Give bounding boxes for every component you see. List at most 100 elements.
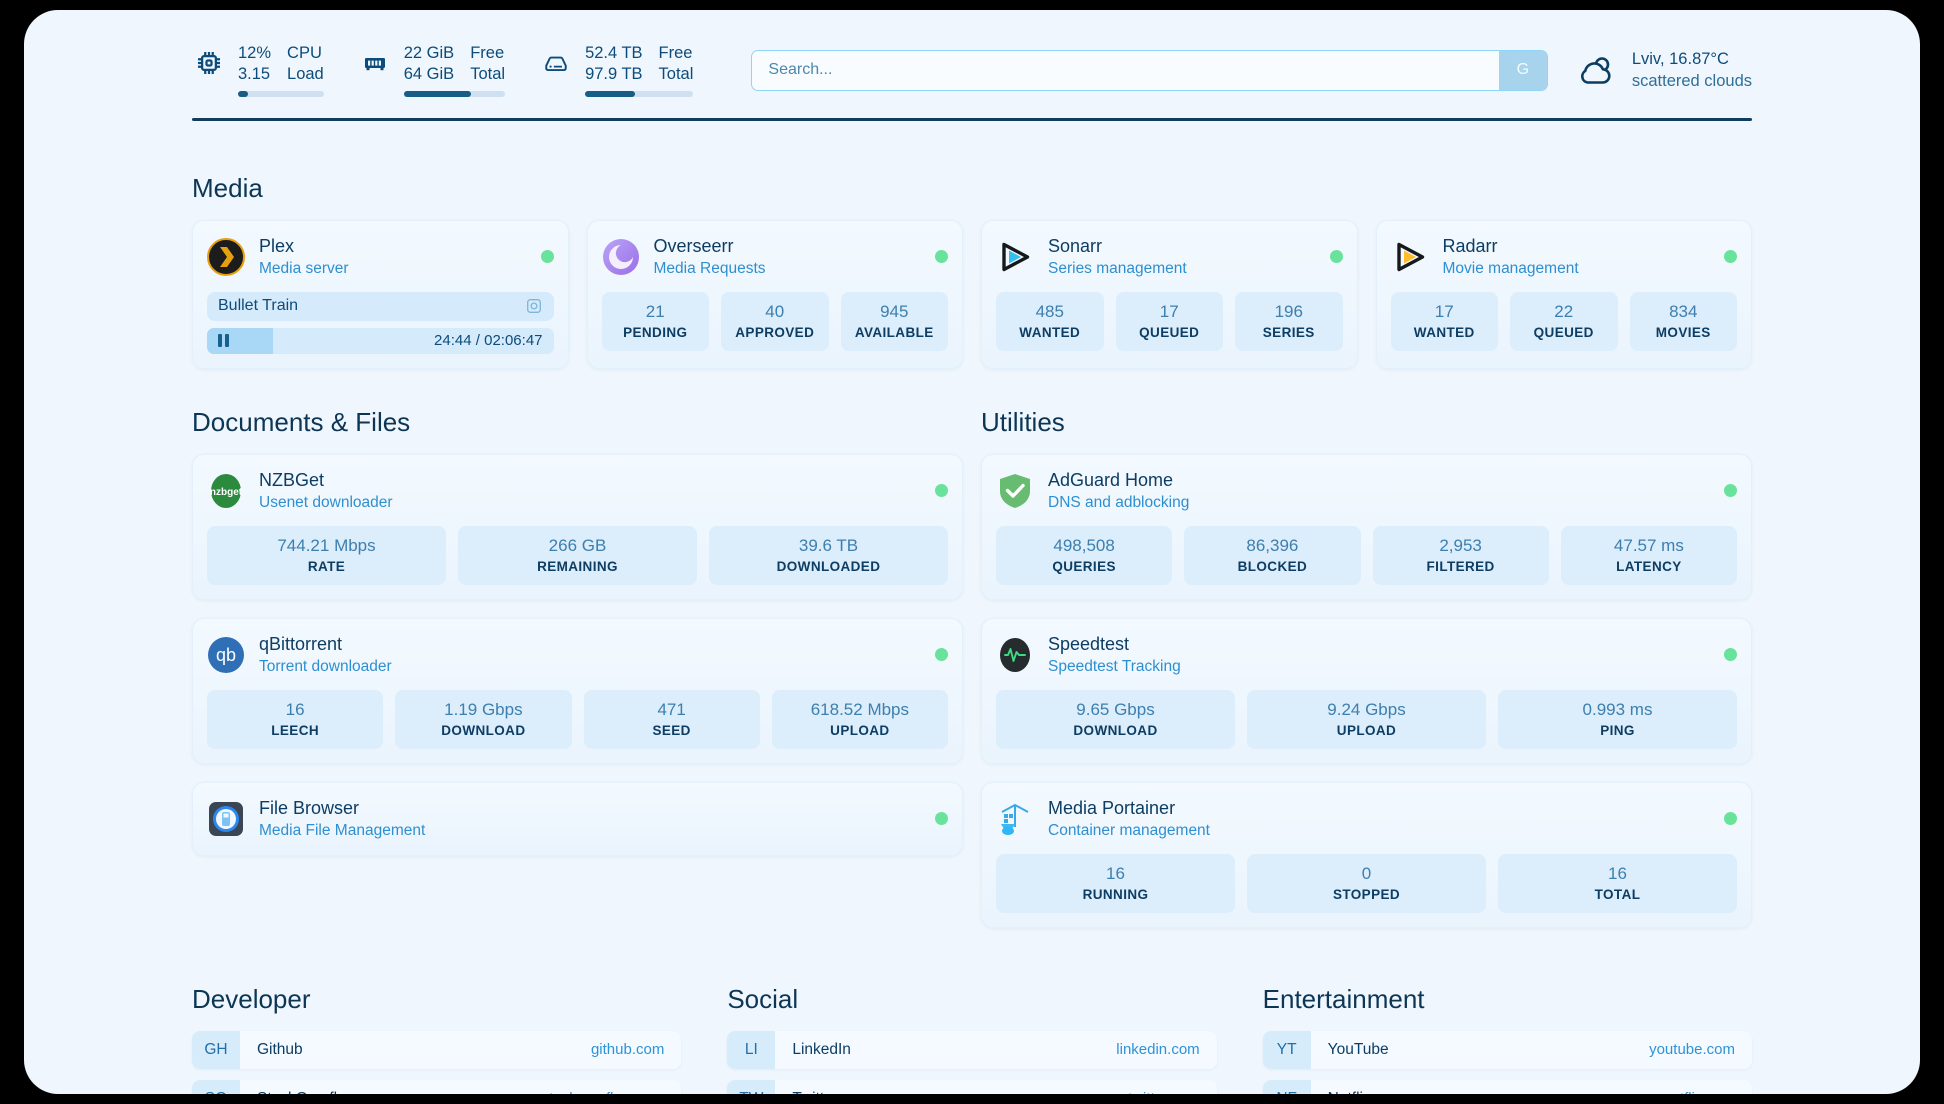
stat-box[interactable]: 0.993 ms PING bbox=[1498, 689, 1737, 749]
stat-box[interactable]: 485 WANTED bbox=[996, 291, 1104, 351]
stats-row: 21 PENDING 40 APPROVED 945 AVAILABLE bbox=[601, 291, 948, 351]
memory-value-primary: 22 GiB bbox=[403, 44, 455, 62]
bookmark-item[interactable]: NF Netflix netflix.com bbox=[1262, 1079, 1752, 1094]
bookmark-group-title: Social bbox=[727, 983, 799, 1014]
svg-text:qb: qb bbox=[216, 645, 236, 665]
stat-label: DOWNLOAD bbox=[441, 722, 526, 738]
bookmark-name: StackOverflow bbox=[240, 1080, 542, 1095]
search-input[interactable] bbox=[752, 50, 1499, 90]
bookmark-badge: NF bbox=[1262, 1079, 1311, 1094]
disk-value-secondary: 97.9 TB bbox=[585, 65, 643, 83]
bookmark-group-developer: Developer GH Github github.com SO StackO… bbox=[192, 983, 682, 1095]
stat-label: UPLOAD bbox=[830, 722, 890, 738]
bookmark-item[interactable]: YT YouTube youtube.com bbox=[1262, 1030, 1752, 1069]
stat-box[interactable]: 471 SEED bbox=[583, 689, 760, 749]
stat-value: 945 bbox=[880, 301, 909, 321]
stat-box[interactable]: 498,508 QUERIES bbox=[996, 525, 1173, 585]
stat-value: 86,396 bbox=[1246, 535, 1299, 555]
service-card-adguard-home[interactable]: AdGuard Home DNS and adblocking 498,508 … bbox=[981, 453, 1752, 600]
weather-description: scattered clouds bbox=[1631, 72, 1752, 90]
stat-box[interactable]: 22 QUEUED bbox=[1510, 291, 1618, 351]
stat-box[interactable]: 16 RUNNING bbox=[996, 853, 1235, 913]
service-subtitle: Series management bbox=[1048, 259, 1187, 277]
stat-label: AVAILABLE bbox=[854, 324, 934, 340]
stat-box[interactable]: 86,396 BLOCKED bbox=[1184, 525, 1361, 585]
memory-value-secondary: 64 GiB bbox=[403, 65, 455, 83]
stat-box[interactable]: 16 LEECH bbox=[207, 689, 384, 749]
bookmark-item[interactable]: LI LinkedIn linkedin.com bbox=[727, 1030, 1217, 1069]
service-subtitle: Media Requests bbox=[653, 259, 766, 277]
bookmark-item[interactable]: TW Twitter twitter.com bbox=[727, 1079, 1217, 1094]
search-submit-button[interactable]: G bbox=[1498, 50, 1547, 90]
stat-value: 9.24 Gbps bbox=[1327, 699, 1406, 719]
memory-usage-bar bbox=[403, 91, 506, 97]
device-icon bbox=[525, 297, 543, 315]
stat-box[interactable]: 834 MOVIES bbox=[1629, 291, 1737, 351]
service-card-file-browser[interactable]: File Browser Media File Management bbox=[192, 781, 963, 856]
status-indicator-online bbox=[1724, 484, 1737, 497]
service-card-radarr[interactable]: Radarr Movie management 17 WANTED 22 QUE… bbox=[1375, 219, 1752, 369]
bookmark-group-title: Developer bbox=[192, 983, 311, 1014]
search-area: G bbox=[751, 49, 1548, 91]
stat-box[interactable]: 1.19 Gbps DOWNLOAD bbox=[395, 689, 572, 749]
stat-box[interactable]: 266 GB REMAINING bbox=[458, 525, 697, 585]
stat-label: SEED bbox=[652, 722, 691, 738]
stat-label: UPLOAD bbox=[1336, 722, 1397, 738]
service-card-speedtest[interactable]: Speedtest Speedtest Tracking 9.65 Gbps D… bbox=[981, 617, 1752, 764]
service-card-plex[interactable]: Plex Media server Bullet Train bbox=[192, 219, 569, 369]
stat-value: 16 bbox=[1106, 863, 1125, 883]
service-card-overseerr[interactable]: Overseerr Media Requests 21 PENDING 40 A… bbox=[586, 219, 963, 369]
stat-box[interactable]: 40 APPROVED bbox=[721, 291, 829, 351]
status-indicator-online bbox=[1724, 250, 1737, 263]
stat-label: LEECH bbox=[271, 722, 319, 738]
stat-box[interactable]: 744.21 Mbps RATE bbox=[207, 525, 446, 585]
bookmark-badge: SO bbox=[192, 1079, 240, 1094]
nzbget-icon: nzbget bbox=[207, 472, 245, 510]
service-card-media-portainer[interactable]: Media Portainer Container management 16 … bbox=[981, 781, 1752, 928]
stat-value: 1.19 Gbps bbox=[444, 699, 523, 719]
search-box[interactable]: G bbox=[751, 49, 1548, 91]
stat-box[interactable]: 17 WANTED bbox=[1390, 291, 1498, 351]
stat-box[interactable]: 945 AVAILABLE bbox=[840, 291, 948, 351]
stat-value: 485 bbox=[1035, 301, 1064, 321]
stat-box[interactable]: 2,953 FILTERED bbox=[1372, 525, 1549, 585]
bookmark-group-title: Entertainment bbox=[1262, 983, 1425, 1014]
stat-label: TOTAL bbox=[1594, 886, 1641, 902]
stat-value: 471 bbox=[657, 699, 686, 719]
stat-value: 47.57 ms bbox=[1613, 535, 1684, 555]
stats-row: 744.21 Mbps RATE 266 GB REMAINING 39.6 T… bbox=[207, 525, 948, 585]
stat-box[interactable]: 47.57 ms LATENCY bbox=[1560, 525, 1737, 585]
stat-value: 266 GB bbox=[548, 535, 607, 555]
stat-box[interactable]: 21 PENDING bbox=[601, 291, 709, 351]
stat-box[interactable]: 39.6 TB DOWNLOADED bbox=[709, 525, 948, 585]
bookmark-item[interactable]: GH Github github.com bbox=[192, 1030, 682, 1069]
stat-value: 22 bbox=[1554, 301, 1574, 321]
stat-value: 498,508 bbox=[1053, 535, 1115, 555]
stat-box[interactable]: 17 QUEUED bbox=[1115, 291, 1223, 351]
service-card-nzbget[interactable]: nzbget NZBGet Usenet downloader 74 bbox=[192, 453, 963, 600]
now-playing-bar[interactable]: Bullet Train bbox=[207, 291, 554, 321]
stat-box[interactable]: 16 TOTAL bbox=[1498, 853, 1737, 913]
stat-box[interactable]: 196 SERIES bbox=[1235, 291, 1343, 351]
plex-icon bbox=[207, 237, 245, 276]
stat-box[interactable]: 0 STOPPED bbox=[1247, 853, 1486, 913]
stat-label: DOWNLOAD bbox=[1073, 722, 1158, 738]
service-card-sonarr[interactable]: Sonarr Series management 485 WANTED 17 Q… bbox=[981, 219, 1358, 369]
stat-box[interactable]: 618.52 Mbps UPLOAD bbox=[771, 689, 948, 749]
memory-stat-widget: 22 GiB 64 GiB Free Total bbox=[358, 43, 506, 97]
service-card-qbittorrent[interactable]: qb qBittorrent Torrent downloader bbox=[192, 617, 963, 764]
overseerr-icon bbox=[602, 238, 640, 276]
pause-icon[interactable] bbox=[218, 334, 229, 347]
stats-row: 485 WANTED 17 QUEUED 196 SERIES bbox=[996, 291, 1343, 351]
stat-box[interactable]: 9.65 Gbps DOWNLOAD bbox=[996, 689, 1235, 749]
service-subtitle: Usenet downloader bbox=[259, 493, 393, 511]
stat-label: MOVIES bbox=[1655, 324, 1711, 340]
bookmark-item[interactable]: SO StackOverflow stackoverflow.com bbox=[192, 1079, 682, 1095]
media-card-row: Plex Media server Bullet Train bbox=[192, 219, 1752, 369]
stat-label: RUNNING bbox=[1082, 886, 1149, 902]
playback-progress-bar[interactable]: 24:44 / 02:06:47 bbox=[207, 327, 554, 354]
stat-value: 17 bbox=[1434, 301, 1454, 321]
cpu-stat-widget: 12% 3.15 CPU Load bbox=[192, 43, 324, 97]
stat-box[interactable]: 9.24 Gbps UPLOAD bbox=[1247, 689, 1486, 749]
service-subtitle: Speedtest Tracking bbox=[1048, 657, 1181, 675]
